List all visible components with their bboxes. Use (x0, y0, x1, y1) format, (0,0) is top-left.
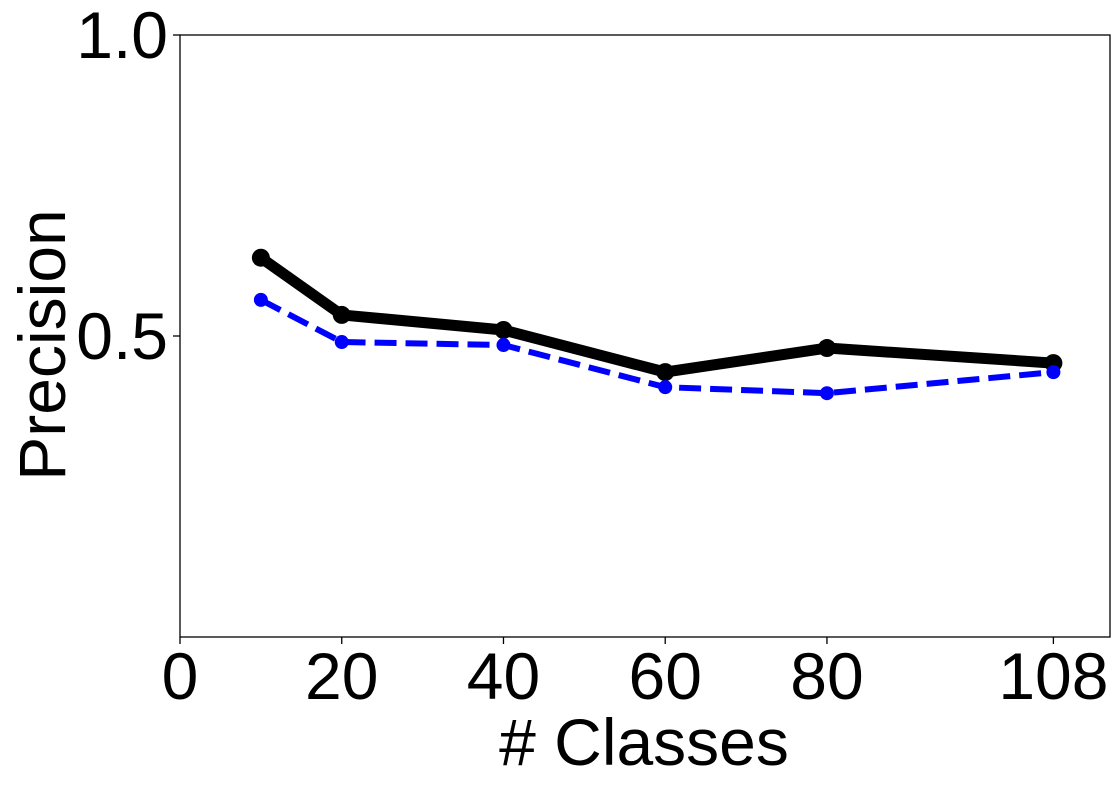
x-tick-label: 108 (998, 639, 1108, 713)
y-tick-label: 1.0 (76, 0, 168, 72)
series-2-point (658, 380, 673, 395)
series-2-point (253, 292, 268, 307)
series-line-2 (259, 297, 1054, 397)
y-tick-label: 0.5 (76, 299, 168, 373)
axes-frame (179, 34, 1111, 638)
series-1-point (332, 305, 351, 324)
x-tick-label: 20 (305, 639, 378, 713)
series-layer (251, 248, 1063, 401)
x-tick-label: 80 (790, 639, 863, 713)
series-1-point (494, 320, 513, 339)
plot-frame (179, 34, 1111, 638)
series-1-point (656, 363, 675, 382)
x-tick-label: 0 (162, 639, 199, 713)
series-2-point (496, 338, 511, 353)
x-tick-label: 60 (629, 639, 702, 713)
x-axis-label: # Classes (499, 705, 789, 779)
series-2-point (1046, 365, 1061, 380)
series-2-point (334, 335, 349, 350)
y-axis-label: Precision (5, 209, 79, 480)
series-1-point (817, 339, 836, 358)
series-line-1 (257, 253, 1054, 378)
series-2-point (819, 386, 834, 401)
x-tick-label: 40 (467, 639, 540, 713)
series-1-point (251, 248, 270, 267)
tick-labels: 0 20 40 60 80 108 0.5 1.0 (76, 0, 1108, 713)
